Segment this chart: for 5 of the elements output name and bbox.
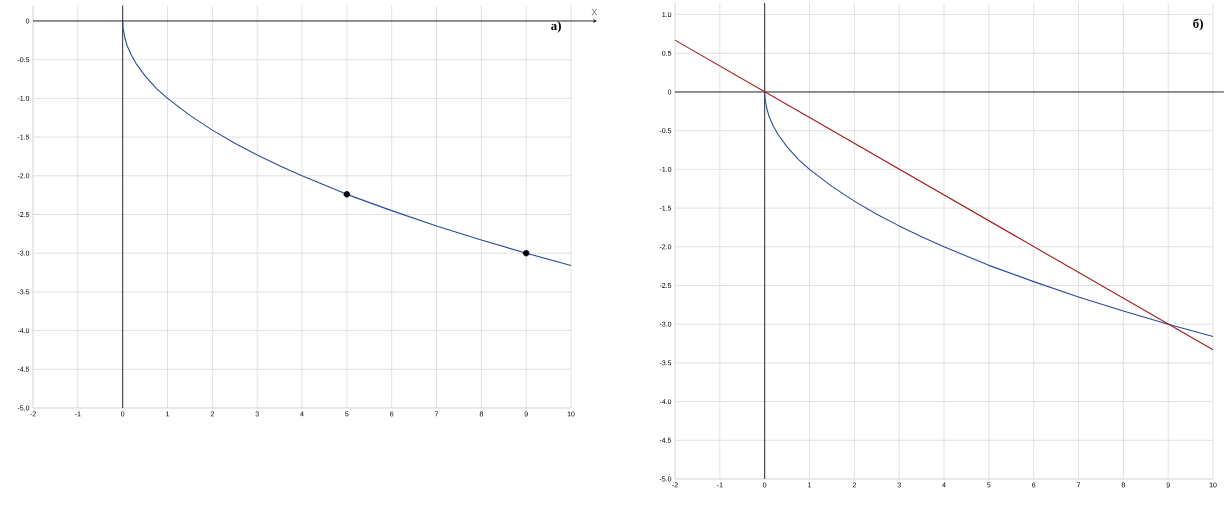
line-series <box>122 20 572 267</box>
line-series <box>764 91 1214 338</box>
x-axis-title: X <box>591 9 598 16</box>
annotation: а) <box>551 21 561 33</box>
annotation: б) <box>1193 18 1203 31</box>
